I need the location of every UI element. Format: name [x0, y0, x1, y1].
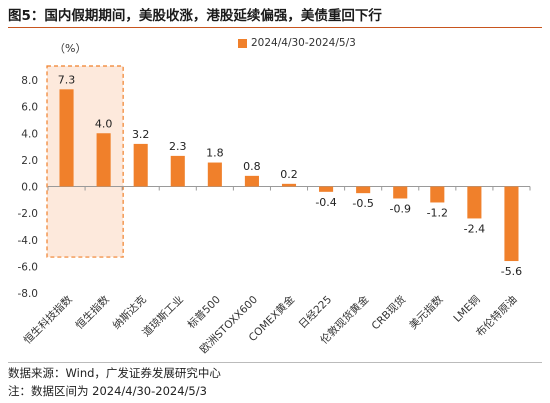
x-tick-label: LME铜: [451, 294, 482, 325]
bar: [244, 175, 259, 187]
bar: [430, 186, 445, 203]
y-tick-label: 2.0: [21, 155, 38, 167]
y-tick-label: -2.0: [18, 208, 39, 220]
data-label: 2.3: [169, 140, 187, 153]
legend-label: 2024/4/30-2024/5/3: [251, 37, 356, 49]
y-tick-label: 6.0: [21, 102, 38, 114]
x-tick-label: 纳斯达克: [110, 293, 149, 332]
data-label: -0.9: [389, 202, 410, 215]
bar: [467, 186, 482, 219]
data-label: 7.3: [58, 73, 76, 86]
y-tick-label: -8.0: [18, 288, 39, 300]
data-label: 4.0: [95, 117, 113, 130]
x-tick-label: 美元指数: [407, 293, 446, 332]
y-tick-label: 8.0: [21, 75, 38, 87]
legend-swatch: [238, 38, 247, 48]
bar: [170, 155, 185, 187]
x-tick-label: CRB现货: [369, 293, 408, 332]
bar: [281, 183, 297, 187]
x-tick-label: 标普500: [185, 293, 223, 331]
data-label: 3.2: [132, 128, 150, 141]
bar: [96, 133, 111, 187]
bar: [356, 186, 371, 194]
bottom-rule: [8, 362, 542, 363]
data-label: 0.8: [243, 160, 261, 173]
figure-title: 图5：国内假期期间，美股收涨，港股延续偏强，美债重回下行: [8, 8, 382, 24]
x-tick-label: 日经225: [296, 293, 334, 331]
data-label: -0.5: [352, 197, 373, 210]
bar-chart: 8.0 6.0 4.0 2.0 0.0 -2.0 -4.0 -6.0 -8.0 7.3 4.0 3.2…: [18, 65, 531, 356]
bar: [59, 89, 74, 187]
data-source: 数据来源：Wind，广发证券发展研究中心: [8, 366, 221, 380]
x-tick-label: 恒生科技指数: [21, 293, 75, 347]
data-label: 1.8: [206, 147, 224, 160]
data-label: -0.4: [315, 196, 336, 209]
bar: [319, 186, 334, 192]
title-rule: [8, 27, 542, 28]
bar: [393, 186, 408, 199]
data-label: -5.6: [501, 265, 522, 278]
bar: [207, 162, 222, 187]
y-axis-unit: （%）: [54, 42, 87, 55]
data-label: 0.2: [280, 168, 298, 181]
data-note: 注：数据区间为 2024/4/30-2024/5/3: [8, 384, 207, 398]
data-label: -2.4: [464, 222, 485, 235]
y-tick-label: -6.0: [18, 261, 39, 273]
bar: [133, 143, 148, 187]
bar: [504, 186, 519, 262]
y-tick-label: 0.0: [21, 182, 38, 194]
data-label: -1.2: [427, 206, 448, 219]
highlight-box: [46, 65, 124, 258]
legend: 2024/4/30-2024/5/3: [238, 37, 356, 49]
x-tick-label: 恒生指数: [73, 293, 112, 332]
y-tick-label: 4.0: [21, 128, 38, 140]
y-tick-label: -4.0: [18, 235, 39, 247]
